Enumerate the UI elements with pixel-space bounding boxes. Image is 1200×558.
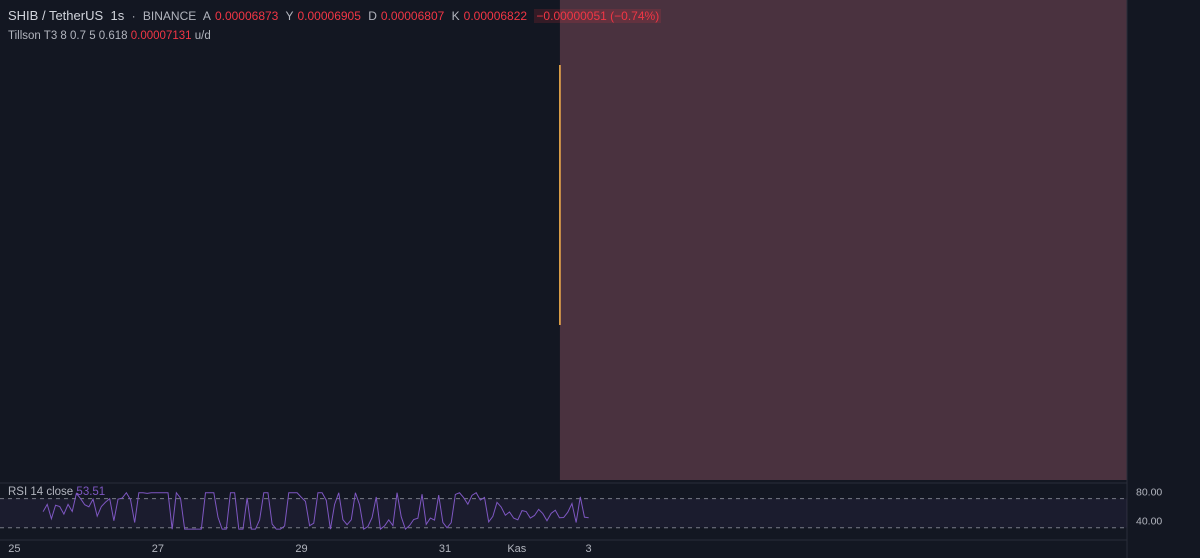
symbol-legend: SHIB / TetherUS 1s · BINANCE A 0.00006873… bbox=[8, 8, 662, 23]
rsi-value: 53.51 bbox=[76, 486, 106, 498]
close-label: K bbox=[451, 9, 460, 23]
rsi-tick-label: 80.00 bbox=[1136, 486, 1162, 498]
price-axis-bg bbox=[1127, 0, 1200, 558]
rsi-band bbox=[0, 498, 1127, 528]
time-tick-label: 25 bbox=[8, 543, 20, 555]
indicator-unit: u/d bbox=[194, 30, 211, 42]
indicator-name: Tillson T3 bbox=[8, 30, 58, 42]
rsi-tick-label: 40.00 bbox=[1136, 515, 1162, 527]
rsi-name: RSI bbox=[8, 486, 28, 498]
low-value: 0.00006807 bbox=[380, 9, 445, 23]
high-value: 0.00006905 bbox=[297, 9, 361, 23]
interval-label[interactable]: 1s bbox=[110, 8, 125, 23]
projection-area bbox=[559, 0, 1127, 480]
time-tick-label: 27 bbox=[152, 543, 164, 555]
exchange-label: BINANCE bbox=[142, 9, 197, 23]
indicator-legend[interactable]: Tillson T3 8 0.7 5 0.618 0.00007131 u/d bbox=[8, 30, 211, 42]
rsi-params: 14 close bbox=[30, 486, 74, 498]
open-value: 0.00006873 bbox=[214, 9, 279, 23]
close-value: 0.00006822 bbox=[463, 9, 528, 23]
indicator-params: 8 0.7 5 0.618 bbox=[60, 30, 128, 42]
change-value: −0.00000051 (−0.74%) bbox=[534, 9, 662, 23]
rsi-legend[interactable]: RSI 14 close 53.51 bbox=[8, 486, 105, 498]
high-label: Y bbox=[285, 9, 294, 23]
time-tick-label: 31 bbox=[439, 543, 451, 555]
open-label: A bbox=[202, 9, 211, 23]
indicator-value: 0.00007131 bbox=[130, 30, 192, 42]
time-tick-label: Kas bbox=[507, 543, 526, 555]
time-tick-label: 29 bbox=[295, 543, 307, 555]
low-label: D bbox=[368, 9, 377, 23]
symbol-name[interactable]: SHIB / TetherUS bbox=[8, 8, 104, 23]
rsi-line bbox=[42, 491, 589, 531]
time-tick-label: 3 bbox=[586, 543, 592, 555]
